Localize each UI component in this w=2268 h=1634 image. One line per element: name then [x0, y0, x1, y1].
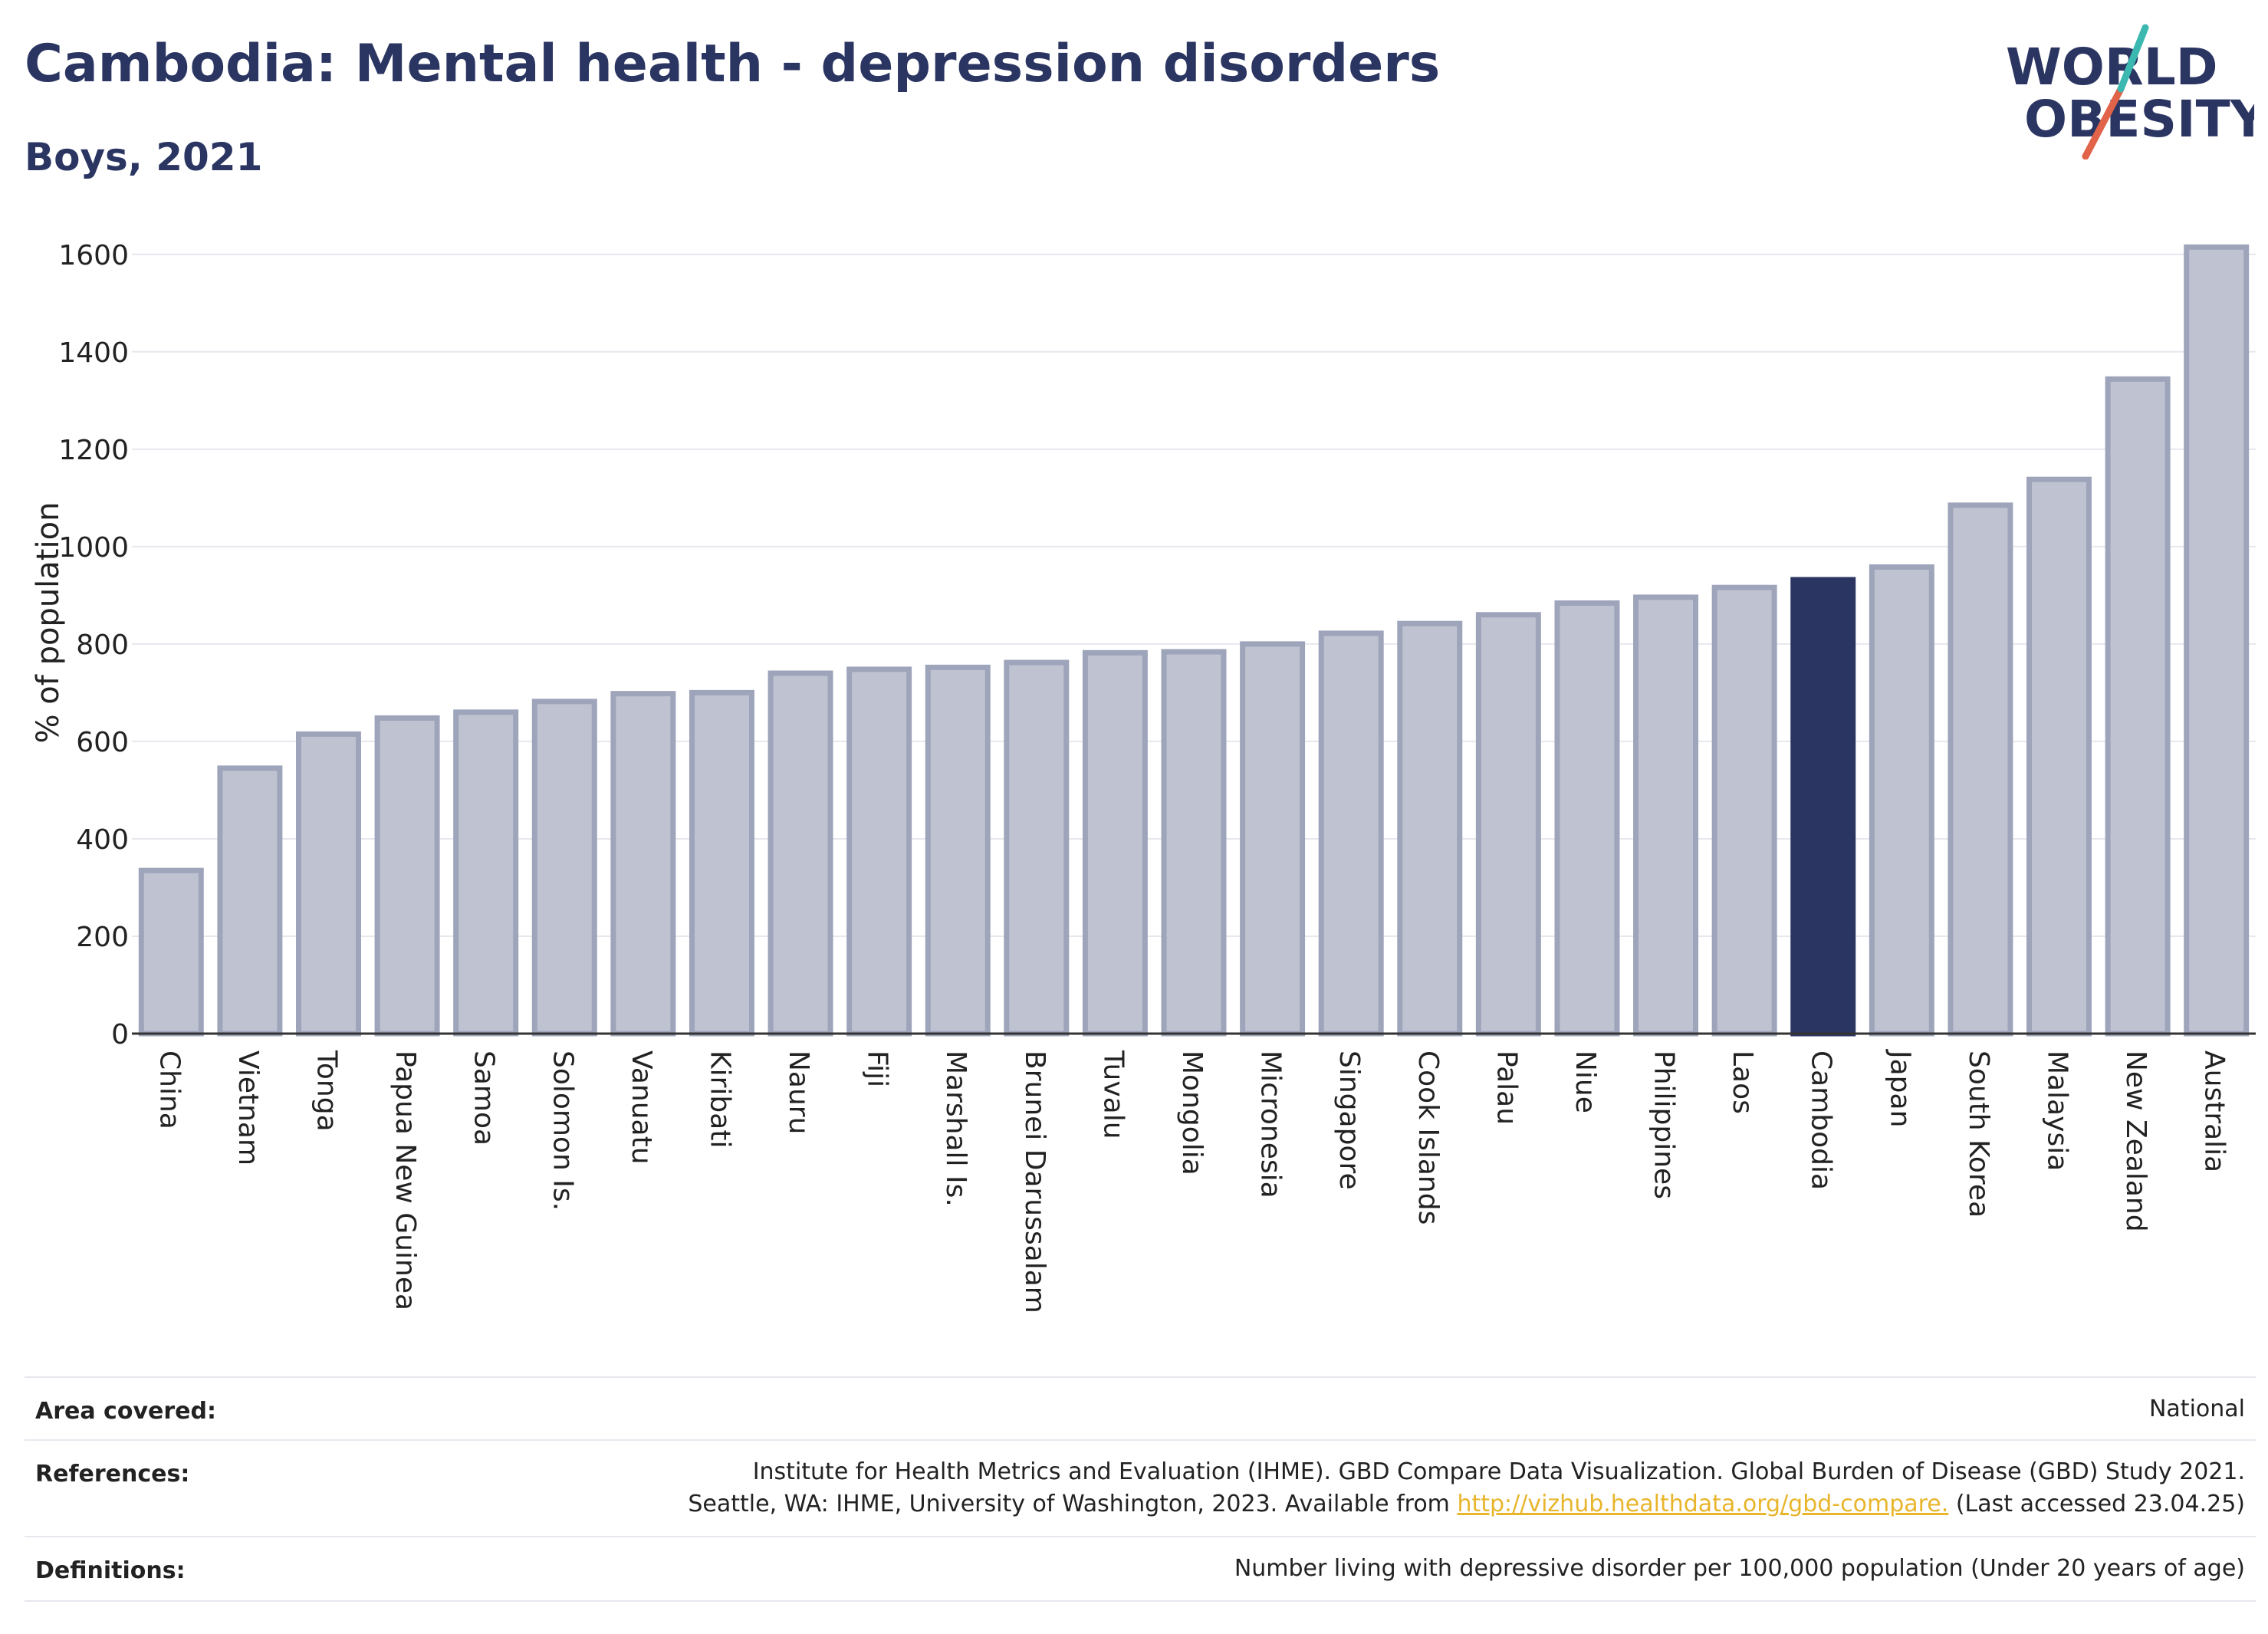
bar: [374, 715, 440, 1037]
y-tick-label: 600: [76, 727, 129, 758]
bar: [138, 867, 204, 1037]
bar: [531, 699, 597, 1037]
logo-line2: OBESITY: [2024, 90, 2254, 149]
bar: [1240, 641, 1306, 1037]
y-tick-label: 200: [76, 922, 129, 953]
references-line2: Seattle, WA: IHME, University of Washing…: [688, 1488, 2245, 1521]
y-tick-labels: 0 200 400 600 800 1000 1200 1400 1600: [58, 240, 129, 1050]
x-tick-labels: China Vietnam Tonga Papua New Guinea Samoa So…: [153, 1049, 2230, 1313]
x-tick-label: Australia: [2199, 1050, 2230, 1172]
bar: [1161, 649, 1227, 1037]
references-link[interactable]: http://vizhub.healthdata.org/gbd-compare…: [1457, 1491, 1949, 1517]
y-tick-label: 1200: [58, 435, 129, 466]
bar: [2184, 244, 2250, 1037]
info-row-references: References: Institute for Health Metrics…: [25, 1439, 2256, 1537]
world-obesity-logo: WORLD OBESITY: [2001, 21, 2268, 160]
bar: [217, 765, 283, 1037]
x-tick-label: South Korea: [1963, 1050, 1994, 1218]
bar: [2026, 476, 2092, 1037]
y-tick-label: 800: [76, 630, 129, 661]
x-tick-label: Solomon Is.: [547, 1050, 578, 1211]
bar: [1318, 630, 1384, 1037]
bar: [1004, 659, 1070, 1037]
bar: [1948, 502, 2013, 1037]
x-tick-label: Singapore: [1333, 1050, 1365, 1190]
logo-slash-red: [2082, 85, 2125, 160]
area-label: Area covered:: [35, 1398, 216, 1425]
bar: [295, 731, 361, 1037]
x-tick-label: Kiribati: [704, 1050, 735, 1148]
bar: [689, 689, 754, 1037]
definitions-label: Definitions:: [35, 1557, 186, 1584]
references-value: Institute for Health Metrics and Evaluat…: [688, 1456, 2245, 1521]
y-tick-label: 0: [111, 1019, 129, 1050]
info-row-definitions: Definitions: Number living with depressi…: [25, 1536, 2256, 1602]
bar: [2105, 376, 2171, 1037]
bar: [1475, 612, 1541, 1037]
x-tick-label: Cook Islands: [1412, 1050, 1444, 1225]
info-row-area: Area covered: National: [25, 1376, 2256, 1441]
x-tick-label: Brunei Darussalam: [1019, 1050, 1050, 1313]
x-tick-label: Philippines: [1648, 1050, 1680, 1199]
x-tick-label: Malaysia: [2042, 1050, 2073, 1171]
references-line2-pre: Seattle, WA: IHME, University of Washing…: [688, 1491, 1458, 1517]
x-tick-label: Nauru: [783, 1050, 814, 1134]
x-tick-label: Samoa: [468, 1050, 500, 1146]
y-tick-label: 1000: [58, 532, 129, 564]
bar: [1397, 620, 1463, 1037]
x-tick-label: Palau: [1491, 1050, 1522, 1125]
references-line2-post: (Last accessed 23.04.25): [1948, 1491, 2245, 1517]
area-value: National: [2148, 1396, 2245, 1422]
x-tick-label: Papua New Guinea: [390, 1050, 421, 1310]
definitions-value: Number living with depressive disorder p…: [1234, 1555, 2245, 1582]
bar-chart: 0 200 400 600 800 1000 1200 1400 1600 China Vietn…: [31, 240, 2256, 1313]
y-tick-label: 1600: [58, 240, 129, 271]
logo-line1: WORLD: [2006, 38, 2218, 97]
bar: [1869, 564, 1934, 1037]
references-label: References:: [35, 1461, 190, 1488]
bar: [768, 670, 833, 1037]
y-axis-label: % of population: [31, 502, 66, 744]
x-tick-label: Vanuatu: [626, 1050, 657, 1165]
bar-highlight: [1790, 577, 1856, 1037]
x-tick-label: Mongolia: [1176, 1050, 1208, 1175]
x-tick-label: Micronesia: [1255, 1050, 1287, 1198]
x-tick-label: Niue: [1570, 1050, 1601, 1113]
bar: [453, 709, 519, 1037]
x-tick-label: Tonga: [311, 1050, 342, 1132]
bar: [1711, 584, 1777, 1037]
x-tick-label: Fiji: [862, 1050, 893, 1087]
page-title: Cambodia: Mental health - depression dis…: [25, 34, 1441, 94]
logo-slash-teal: [2117, 24, 2149, 93]
bar: [925, 664, 991, 1037]
x-tick-label: Japan: [1884, 1049, 1915, 1127]
page-subtitle: Boys, 2021: [25, 135, 263, 179]
bar: [1633, 594, 1699, 1037]
y-tick-label: 400: [76, 824, 129, 856]
x-tick-label: China: [153, 1050, 185, 1129]
x-tick-label: Laos: [1727, 1050, 1758, 1114]
references-line1: Institute for Health Metrics and Evaluat…: [752, 1458, 2245, 1485]
bar: [1554, 600, 1620, 1037]
x-tick-label: Tuvalu: [1097, 1050, 1129, 1139]
x-tick-label: Marshall Is.: [940, 1050, 971, 1207]
bar: [1082, 649, 1148, 1037]
x-tick-label: Cambodia: [1806, 1050, 1837, 1190]
x-tick-label: New Zealand: [2120, 1050, 2151, 1232]
y-tick-label: 1400: [58, 337, 129, 369]
x-tick-label: Vietnam: [232, 1050, 264, 1165]
bars: [138, 244, 2250, 1037]
bar: [610, 691, 676, 1037]
bar: [846, 666, 912, 1037]
